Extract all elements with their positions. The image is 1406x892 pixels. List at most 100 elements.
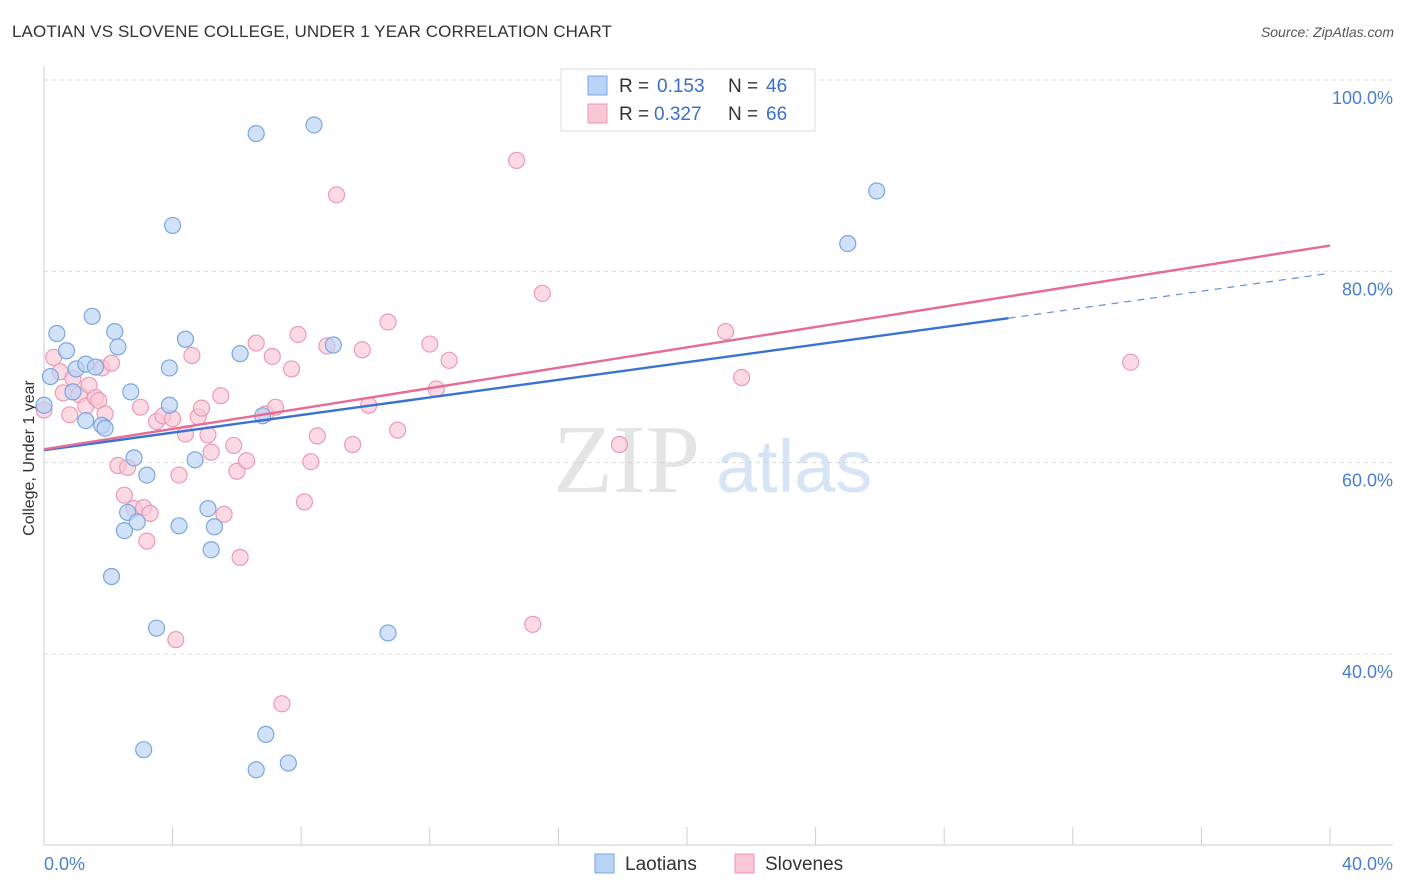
slovene-point: [247, 334, 265, 352]
laotian-points: [35, 116, 886, 779]
grid-lines: [44, 79, 1393, 655]
slovene-point: [524, 615, 542, 633]
slovene-point: [192, 399, 211, 417]
laotian-point: [147, 619, 166, 637]
laotian-point: [96, 419, 114, 437]
laotian-point: [77, 411, 95, 430]
slovene-point: [327, 186, 346, 204]
slovene-point: [716, 323, 735, 341]
slovene-point: [289, 325, 307, 344]
legend-n-label-slovenes: N =: [728, 104, 758, 125]
bottom-legend-swatch-slovenes: [734, 853, 755, 874]
slovene-point: [225, 436, 243, 455]
laotian-point: [35, 396, 53, 414]
laotian-point: [48, 324, 66, 343]
laotian-point: [135, 741, 153, 759]
laotian-trend-line: [43, 317, 1009, 452]
correlation-legend: R = 0.153 N = 46 R = 0.327 N = 66: [560, 68, 816, 132]
slovene-point: [167, 631, 185, 649]
slovene-point: [228, 462, 246, 480]
slovene-point: [733, 368, 751, 387]
bottom-legend-label-laotians: Laotians: [625, 854, 697, 875]
laotian-point: [64, 383, 82, 401]
slovene-point: [389, 421, 407, 439]
legend-r-label-laotians: R =: [619, 76, 649, 97]
laotian-trend-extension: [1008, 272, 1331, 319]
slovene-point: [115, 486, 133, 504]
slovene-point: [212, 387, 230, 405]
slovene-point: [1122, 353, 1140, 371]
watermark: ZIP atlas: [553, 406, 872, 514]
watermark-atlas: atlas: [716, 425, 872, 508]
slovene-point: [131, 398, 150, 416]
slovene-point: [302, 453, 320, 471]
x-tick-label-max: 40.0%: [1342, 854, 1393, 874]
laotian-point: [279, 754, 297, 772]
slovene-point: [440, 351, 458, 369]
laotian-point: [839, 234, 857, 253]
legend-r-value-slovenes: 0.327: [654, 104, 702, 125]
chart-title: LAOTIAN VS SLOVENE COLLEGE, UNDER 1 YEAR…: [12, 22, 613, 41]
y-axis-title: College, Under 1 year: [21, 380, 38, 536]
watermark-zip: ZIP: [553, 406, 700, 514]
laotian-point: [379, 624, 397, 642]
x-tick-labels: 0.0% 40.0%: [44, 854, 1393, 874]
slovene-point: [170, 466, 188, 484]
laotian-point: [164, 216, 182, 235]
y-tick-label-100: 100.0%: [1332, 88, 1393, 108]
legend-swatch-laotians: [587, 75, 608, 96]
x-tick-label-min: 0.0%: [44, 854, 85, 874]
laotian-point: [109, 338, 127, 356]
slovene-points: [35, 151, 1140, 713]
bottom-legend-swatch-laotians: [594, 853, 615, 874]
laotian-point: [199, 499, 217, 518]
laotian-point: [128, 513, 146, 531]
slovene-point: [215, 505, 233, 523]
y-tick-label-80: 80.0%: [1342, 279, 1393, 299]
slovene-trend-line: [43, 244, 1331, 451]
bottom-legend-label-slovenes: Slovenes: [765, 854, 843, 875]
y-tick-labels: 40.0% 60.0% 80.0% 100.0%: [1332, 88, 1393, 682]
laotian-point: [125, 449, 143, 467]
legend-swatch-slovenes: [587, 103, 608, 124]
laotian-point: [122, 383, 140, 401]
slovene-point: [231, 548, 249, 566]
y-tick-label-40: 40.0%: [1342, 662, 1393, 682]
legend-r-label-slovenes: R =: [619, 104, 649, 125]
laotian-point: [324, 336, 342, 354]
laotian-point: [57, 342, 76, 360]
laotian-point: [86, 358, 105, 376]
laotian-point: [41, 367, 60, 386]
laotian-point: [138, 466, 156, 484]
slovene-point: [610, 435, 629, 454]
legend-r-value-laotians: 0.153: [657, 76, 705, 97]
laotian-point: [868, 182, 886, 200]
laotian-point: [106, 323, 124, 341]
laotian-point: [202, 541, 220, 559]
slovene-point: [141, 504, 159, 522]
slovene-point: [61, 406, 79, 424]
slovene-point: [282, 360, 301, 378]
laotian-point: [102, 567, 121, 586]
laotian-point: [247, 761, 265, 779]
slovene-point: [263, 347, 281, 366]
source-label: Source: ZipAtlas.com: [1260, 24, 1394, 40]
laotian-point: [83, 307, 101, 325]
slovene-point: [273, 695, 291, 713]
slovene-point: [308, 427, 326, 445]
laotian-point: [247, 124, 265, 143]
legend-n-label-laotians: N =: [728, 76, 758, 97]
laotian-point: [231, 345, 249, 363]
laotian-point: [257, 725, 275, 743]
laotian-point: [205, 518, 223, 536]
slovene-point: [102, 354, 121, 372]
slovene-point: [533, 284, 551, 302]
slovene-point: [379, 313, 397, 331]
legend-n-value-slovenes: 66: [766, 104, 787, 125]
slovene-point: [237, 452, 256, 470]
slovene-point: [202, 443, 220, 461]
laotian-point: [160, 359, 178, 377]
trend-lines: [43, 244, 1331, 452]
laotian-point: [160, 396, 178, 414]
